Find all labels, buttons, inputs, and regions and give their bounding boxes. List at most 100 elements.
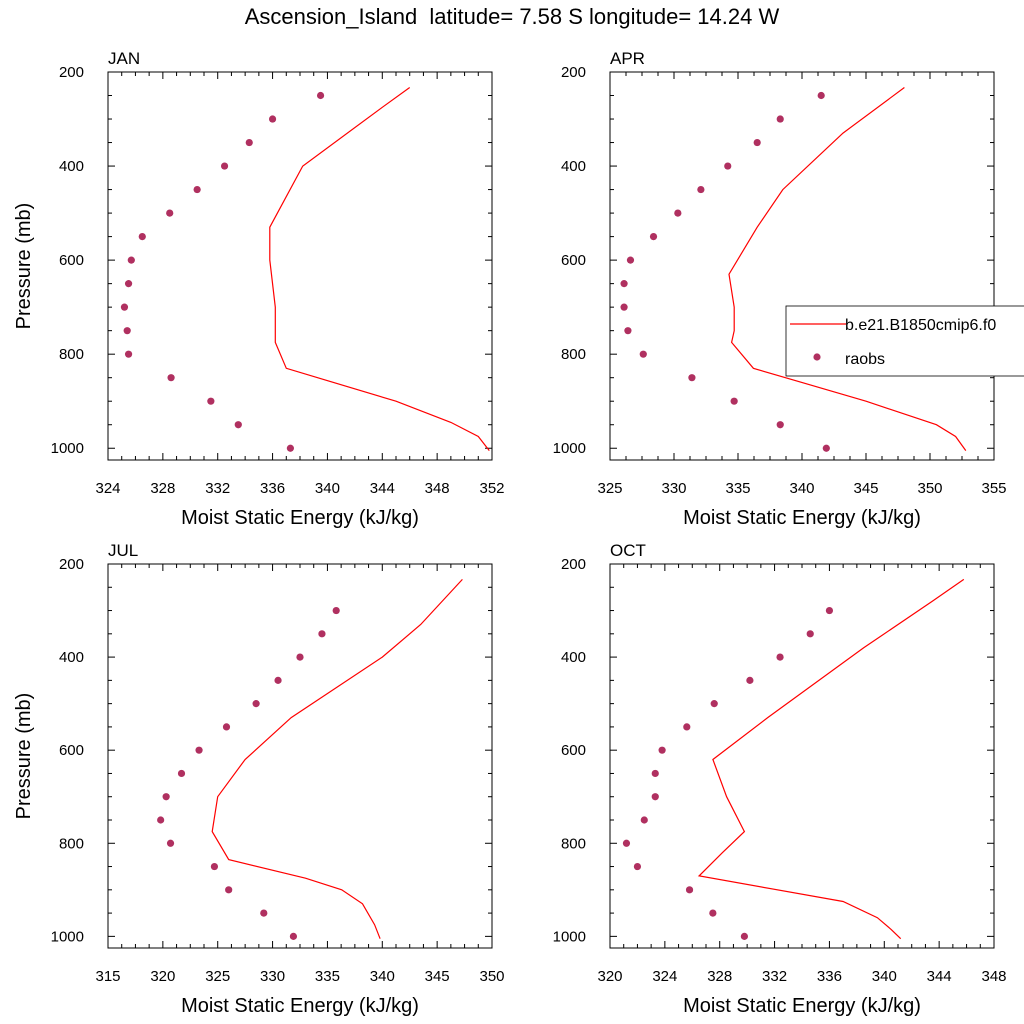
raobs-point (127, 256, 135, 264)
y-axis-title: Pressure (mb) (13, 693, 35, 820)
raobs-point (162, 793, 170, 801)
y-tick-label: 800 (59, 346, 84, 363)
raobs-point (633, 862, 642, 871)
raobs-point (167, 374, 175, 382)
raobs-point (624, 327, 632, 335)
plot-frame (107, 563, 493, 949)
panel-label: JUL (108, 541, 138, 560)
raobs-point (683, 723, 691, 731)
y-tick-label: 600 (561, 742, 586, 759)
x-tick-label: 332 (762, 968, 787, 985)
raobs-point (658, 746, 666, 754)
x-tick-label: 345 (853, 480, 878, 497)
legend-model-label: b.e21.B1850cmip6.f0 (845, 317, 996, 334)
raobs-point (193, 185, 201, 194)
raobs-point (806, 630, 814, 638)
raobs-point (688, 374, 696, 382)
model-line (269, 87, 490, 451)
raobs-point (260, 909, 268, 917)
x-tick-label: 340 (789, 480, 814, 497)
raobs-point (166, 839, 175, 847)
raobs-point (651, 793, 659, 801)
raobs-point (195, 746, 203, 754)
raobs-point (685, 886, 694, 894)
chart-panel-apr: 325 330 335 340 345 350 355 200 400 600 800 1000 APR… (553, 49, 1007, 529)
plot-frame (107, 71, 493, 461)
raobs-point (120, 303, 129, 311)
y-tick-label: 400 (561, 158, 586, 175)
x-tick-label: 315 (95, 968, 120, 985)
chart-panel-jan: 324 328 332 336 340 344 348 352 200 400 600 800 1000… (13, 49, 505, 529)
x-tick-label: 324 (652, 968, 677, 985)
raobs-point (225, 886, 233, 894)
raobs-point (157, 816, 165, 824)
raobs-point (740, 932, 749, 940)
raobs-point (289, 932, 298, 940)
raobs-point (825, 606, 834, 615)
y-tick-label: 600 (561, 252, 586, 269)
raobs-point (252, 700, 260, 708)
y-tick-label: 400 (561, 649, 586, 666)
page-title: Ascension_Island latitude= 7.58 S longit… (244, 4, 780, 29)
raobs-point (274, 676, 282, 684)
x-tick-label: 340 (315, 480, 340, 497)
raobs-point (640, 816, 648, 824)
raobs-point (316, 91, 325, 100)
x-tick-label: 328 (150, 480, 175, 497)
raobs-point (753, 138, 761, 147)
legend-box (785, 305, 1024, 377)
raobs-point (620, 280, 628, 288)
x-tick-label: 324 (95, 480, 120, 497)
x-tick-label: 345 (425, 968, 450, 985)
raobs-point (626, 256, 635, 264)
raobs-point (776, 115, 784, 123)
raobs-point (286, 444, 294, 452)
raobs-point (123, 327, 131, 335)
raobs-point (674, 209, 682, 217)
y-tick-label: 1000 (51, 440, 84, 457)
raobs-point (210, 862, 219, 871)
legend-obs-label: raobs (845, 351, 885, 368)
x-tick-label: 348 (981, 968, 1006, 985)
x-tick-label: 325 (597, 480, 622, 497)
y-tick-label: 200 (561, 556, 586, 573)
raobs-point (746, 676, 754, 684)
y-tick-label: 800 (561, 835, 586, 852)
x-tick-label: 352 (479, 480, 504, 497)
x-tick-label: 330 (661, 480, 686, 497)
y-tick-label: 800 (59, 835, 84, 852)
x-tick-label: 340 (370, 968, 395, 985)
y-tick-label: 600 (59, 742, 84, 759)
y-tick-label: 400 (59, 649, 84, 666)
raobs-point (651, 769, 659, 778)
x-tick-label: 330 (260, 968, 285, 985)
raobs-point (124, 350, 133, 358)
x-tick-label: 335 (315, 968, 340, 985)
y-tick-label: 1000 (553, 928, 586, 945)
raobs-point (730, 397, 738, 405)
x-tick-label: 335 (725, 480, 750, 497)
x-tick-label: 344 (370, 480, 395, 497)
raobs-point (166, 209, 174, 217)
x-axis-title: Moist Static Energy (kJ/kg) (181, 507, 419, 529)
raobs-point (709, 909, 717, 917)
y-tick-label: 200 (59, 64, 84, 81)
x-tick-label: 320 (150, 968, 175, 985)
x-tick-label: 336 (817, 968, 842, 985)
x-axis-title: Moist Static Energy (kJ/kg) (181, 995, 419, 1017)
x-tick-label: 320 (597, 968, 622, 985)
raobs-point (697, 185, 705, 194)
x-tick-label: 344 (927, 968, 952, 985)
x-tick-label: 325 (205, 968, 230, 985)
raobs-point (724, 162, 732, 170)
raobs-point (639, 350, 647, 358)
chart-panel-jul: 315 320 325 330 335 340 345 350 200 400 600 800 1000… (13, 541, 505, 1017)
raobs-point (822, 444, 830, 452)
legend: b.e21.B1850cmip6.f0 raobs (785, 305, 1024, 377)
model-line (211, 578, 463, 939)
y-tick-label: 400 (59, 158, 84, 175)
plot-frame (609, 563, 995, 949)
y-tick-label: 800 (561, 346, 586, 363)
y-tick-label: 1000 (51, 928, 84, 945)
